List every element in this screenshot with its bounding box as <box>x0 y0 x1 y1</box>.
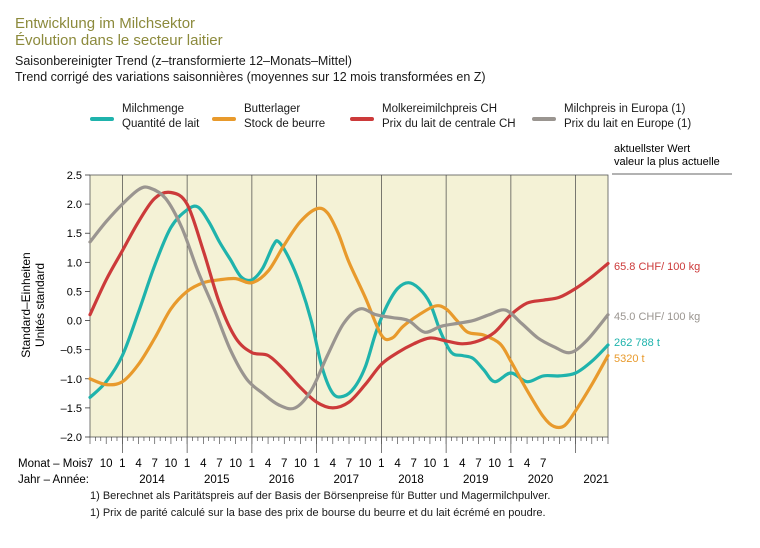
x-tick-label: 4 <box>200 458 207 470</box>
legend-item-molkerei: Molkereimilchpreis CH Prix du lait de ce… <box>382 102 516 132</box>
x-tick-label: 7 <box>87 458 93 470</box>
chart-title-de: Entwicklung im Milchsektor <box>15 15 196 32</box>
end-label-europa: 45.0 CHF/ 100 kg <box>614 311 700 323</box>
x-tick-label: 1 <box>249 458 255 470</box>
footnote-fr: 1) Prix de parité calculé sur la base de… <box>90 507 546 519</box>
chart-title-fr: Évolution dans le secteur laitier <box>15 32 223 49</box>
legend-label-fr: Prix du lait en Europe (1) <box>564 118 692 130</box>
y-tick-label: 1.5 <box>67 228 82 240</box>
x-tick-label: 7 <box>281 458 287 470</box>
x-tick-label: 10 <box>165 458 178 470</box>
x-tick-label: 1 <box>184 458 190 470</box>
series-line-europa <box>88 185 610 411</box>
x-tick-label: 7 <box>152 458 158 470</box>
x-tick-label: 7 <box>216 458 222 470</box>
y-tick-label: 0.0 <box>67 316 82 328</box>
year-label: 2019 <box>463 474 489 486</box>
y-tick-label: 0.5 <box>67 286 82 298</box>
x-tick-label: 4 <box>524 458 531 470</box>
legend-label-de: Molkereimilchpreis CH <box>382 103 498 115</box>
x-tick-label: 7 <box>411 458 417 470</box>
y-axis-label-fr: Unités standard <box>33 263 47 347</box>
y-tick-label: –0.5 <box>61 345 82 357</box>
current-value-header-fr: valeur la plus actuelle <box>614 156 720 168</box>
series-line-butterlager <box>88 206 610 430</box>
legend-label-de: Butterlager <box>244 103 301 115</box>
legend-swatch-butterlager <box>212 117 236 121</box>
footnote-de: 1) Berechnet als Paritätspreis auf der B… <box>90 490 551 502</box>
legend-label-fr: Stock de beurre <box>244 118 326 130</box>
x-tick-label: 1 <box>378 458 384 470</box>
x-tick-label: 10 <box>100 458 113 470</box>
year-axis-caption: Jahr – Année: <box>18 474 89 486</box>
year-label: 2018 <box>398 474 424 486</box>
x-tick-label: 1 <box>508 458 514 470</box>
end-label-butter: 5320 t <box>614 353 645 365</box>
legend-item-europa: Milchpreis in Europa (1) Prix du lait en… <box>564 102 691 132</box>
x-tick-label: 4 <box>330 458 337 470</box>
series-line-milchmenge <box>88 204 610 399</box>
x-tick-label: 10 <box>294 458 307 470</box>
legend-label-de: Milchmenge <box>122 103 184 115</box>
y-tick-label: 1.0 <box>67 257 82 269</box>
year-label: 2017 <box>334 474 360 486</box>
year-label: 2021 <box>583 474 609 486</box>
year-label: 2014 <box>139 474 165 486</box>
current-value-header-de: aktuellster Wert <box>614 143 690 155</box>
legend-label-fr: Quantité de lait <box>122 118 200 130</box>
end-label-molkerei: 65.8 CHF/ 100 kg <box>614 261 700 273</box>
x-tick-label: 10 <box>424 458 437 470</box>
x-tick-label: 4 <box>135 458 142 470</box>
legend-swatch-molkerei <box>350 117 374 121</box>
year-label: 2020 <box>528 474 554 486</box>
y-tick-label: –2.0 <box>61 432 82 444</box>
legend-label-de: Milchpreis in Europa (1) <box>564 103 686 115</box>
month-axis-caption: Monat – Mois: <box>18 458 90 470</box>
legend-label-fr: Prix du lait de centrale CH <box>382 118 516 130</box>
x-tick-label: 7 <box>475 458 481 470</box>
x-tick-label: 10 <box>359 458 372 470</box>
x-tick-label: 7 <box>540 458 546 470</box>
x-tick-label: 10 <box>229 458 242 470</box>
legend-swatch-europa <box>532 117 556 121</box>
x-tick-label: 10 <box>488 458 501 470</box>
x-tick-label: 1 <box>313 458 319 470</box>
x-tick-label: 4 <box>394 458 401 470</box>
y-tick-label: 2.5 <box>67 170 82 182</box>
legend-swatch-milchmenge <box>90 117 114 121</box>
x-tick-label: 4 <box>459 458 466 470</box>
legend-item-butterlager: Butterlager Stock de beurre <box>244 102 325 132</box>
year-label: 2016 <box>269 474 295 486</box>
x-tick-label: 4 <box>265 458 272 470</box>
end-label-milchmenge: 262 788 t <box>614 337 660 349</box>
y-tick-label: 2.0 <box>67 199 82 211</box>
x-tick-label: 1 <box>119 458 125 470</box>
y-tick-label: –1.0 <box>61 374 82 386</box>
x-tick-label: 7 <box>346 458 352 470</box>
x-tick-label: 1 <box>443 458 449 470</box>
y-axis-label-de: Standard–Einheiten <box>19 252 33 357</box>
series-line-molkerei <box>88 190 610 410</box>
year-label: 2015 <box>204 474 230 486</box>
chart-subtitle-fr: Trend corrigé des variations saisonnière… <box>15 70 486 84</box>
legend-item-milchmenge: Milchmenge Quantité de lait <box>122 102 199 132</box>
y-tick-label: –1.5 <box>61 403 82 415</box>
chart-subtitle-de: Saisonbereinigter Trend (z–transformiert… <box>15 54 352 68</box>
